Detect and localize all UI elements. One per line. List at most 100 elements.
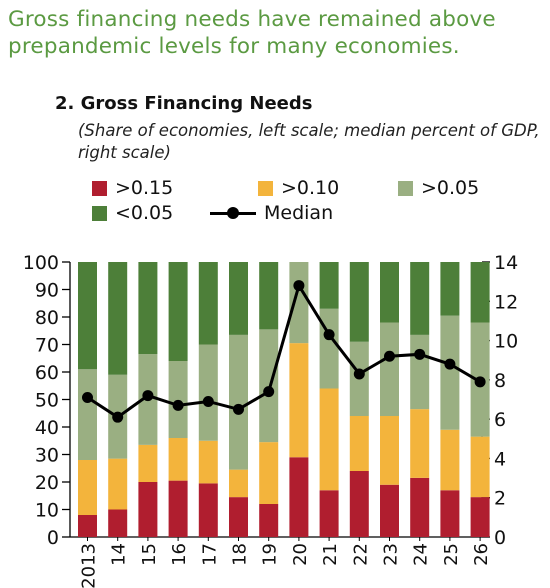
median-point-21 <box>323 329 335 341</box>
bar-segment-series-2-25 <box>440 315 460 430</box>
bar-segment-series-0-19 <box>259 504 279 537</box>
x-tick-label: 19 <box>260 543 281 566</box>
bar-segment-series-3-14 <box>108 262 128 375</box>
median-point-23 <box>384 350 395 362</box>
bar-segment-series-0-2013 <box>78 515 97 537</box>
left-tick-label: 70 <box>35 335 59 357</box>
right-tick-label: 8 <box>494 370 506 392</box>
bar-segment-series-1-24 <box>410 409 430 478</box>
bar-segment-series-0-24 <box>410 477 430 537</box>
x-tick-label: 17 <box>199 543 220 566</box>
x-tick-label: 21 <box>320 543 341 566</box>
bar-segment-series-3-2013 <box>78 262 97 370</box>
right-tick-label: 2 <box>494 488 506 510</box>
bar-segment-series-0-18 <box>229 497 248 537</box>
bar-segment-series-0-25 <box>440 490 460 537</box>
headline: Gross financing needs have remained abov… <box>8 7 496 59</box>
median-point-26 <box>474 376 486 388</box>
bar-segment-series-2-23 <box>380 322 399 416</box>
right-tick-label: 0 <box>494 527 506 549</box>
median-point-14 <box>112 411 124 423</box>
bar-segment-series-1-15 <box>138 444 158 482</box>
chart-title: 2. Gross Financing Needs <box>55 93 313 114</box>
x-tick-label: 20 <box>290 543 311 566</box>
left-tick-label: 20 <box>35 472 59 494</box>
median-point-24 <box>414 348 426 360</box>
bar-segment-series-0-22 <box>349 471 369 537</box>
median-point-22 <box>353 368 365 380</box>
left-tick-label: 80 <box>35 307 59 329</box>
x-tick-label: 23 <box>381 543 402 566</box>
left-tick-label: 40 <box>35 417 59 439</box>
bar-segment-series-0-14 <box>108 509 128 537</box>
bar-segment-series-3-18 <box>229 262 248 335</box>
bar-segment-series-2-17 <box>198 344 218 441</box>
bar-segment-series-2-20 <box>289 262 309 344</box>
bar-segment-series-0-16 <box>168 480 188 537</box>
bar-segment-series-0-15 <box>138 482 158 537</box>
bar-segment-series-0-23 <box>380 484 399 537</box>
median-point-25 <box>444 358 456 370</box>
x-tick-label: 22 <box>350 543 371 566</box>
left-tick-label: 60 <box>35 362 59 384</box>
x-tick-label: 26 <box>471 543 492 566</box>
bar-segment-series-0-26 <box>470 497 490 537</box>
median-point-19 <box>263 386 275 398</box>
bar-segment-series-1-14 <box>108 458 128 510</box>
bar-segment-series-1-19 <box>259 442 279 504</box>
left-tick-label: 100 <box>23 252 59 274</box>
right-tick-label: 6 <box>494 409 506 431</box>
bar-segment-series-2-19 <box>259 329 279 443</box>
bar-segment-series-1-23 <box>380 416 399 485</box>
right-tick-label: 14 <box>494 252 518 274</box>
x-tick-label: 16 <box>169 543 190 566</box>
bar-segment-series-3-17 <box>198 262 218 345</box>
left-tick-label: 0 <box>47 527 59 549</box>
bar-segment-series-2-2013 <box>78 369 97 460</box>
left-tick-label: 50 <box>35 390 59 412</box>
bar-segment-series-2-24 <box>410 334 430 410</box>
median-point-18 <box>233 403 244 415</box>
left-tick-label: 10 <box>35 500 59 522</box>
left-tick-label: 90 <box>35 280 59 302</box>
bar-segment-series-1-21 <box>319 388 339 491</box>
median-point-16 <box>172 399 184 411</box>
median-point-20 <box>293 280 305 292</box>
bar-segment-series-1-22 <box>349 416 369 471</box>
bar-segment-series-3-16 <box>168 262 188 361</box>
bar-segment-series-0-17 <box>198 483 218 537</box>
bar-segment-series-3-21 <box>319 262 339 309</box>
median-point-17 <box>202 395 214 407</box>
x-tick-label: 14 <box>109 543 130 566</box>
x-tick-label: 18 <box>230 543 251 566</box>
x-tick-label: 24 <box>411 543 432 566</box>
bar-segment-series-1-20 <box>289 343 309 458</box>
bar-segment-series-1-17 <box>198 440 218 484</box>
bar-segment-series-2-18 <box>229 334 248 470</box>
bar-segment-series-3-26 <box>470 262 490 323</box>
median-point-2013 <box>82 392 93 404</box>
bar-segment-series-3-25 <box>440 262 460 316</box>
bar-segment-series-3-24 <box>410 262 430 335</box>
x-tick-label: 15 <box>139 543 160 566</box>
right-tick-label: 10 <box>494 331 518 353</box>
right-tick-label: 12 <box>494 291 518 313</box>
bar-segment-series-1-18 <box>229 469 248 498</box>
median-point-15 <box>142 390 154 402</box>
x-tick-label: 2013 <box>79 543 100 588</box>
bar-segment-series-2-21 <box>319 308 339 389</box>
bar-segment-series-1-16 <box>168 438 188 481</box>
bar-segment-series-3-19 <box>259 262 279 330</box>
bar-segment-series-3-22 <box>349 262 369 342</box>
x-tick-label: 25 <box>441 543 462 566</box>
bar-segment-series-3-15 <box>138 262 158 355</box>
bar-segment-series-2-16 <box>168 361 188 438</box>
bar-segment-series-0-20 <box>289 457 309 537</box>
left-tick-label: 30 <box>35 445 59 467</box>
right-tick-label: 4 <box>494 448 506 470</box>
bar-segment-series-1-25 <box>440 429 460 491</box>
bar-segment-series-0-21 <box>319 490 339 537</box>
chart-subtitle: (Share of economies, left scale; median … <box>78 121 540 162</box>
bar-segment-series-1-2013 <box>78 460 97 515</box>
